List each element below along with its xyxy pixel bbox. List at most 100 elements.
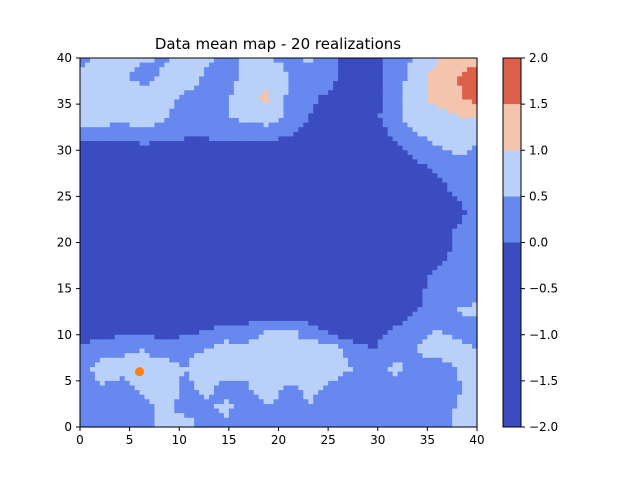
heatmap-cell bbox=[402, 279, 409, 285]
heatmap-cell bbox=[209, 237, 215, 244]
heatmap-cell bbox=[347, 297, 354, 304]
heatmap-cell bbox=[129, 62, 136, 68]
heatmap-cell bbox=[407, 256, 414, 262]
heatmap-cell bbox=[397, 265, 404, 271]
heatmap-cell bbox=[417, 339, 424, 345]
heatmap-cell bbox=[303, 76, 309, 82]
heatmap-cell bbox=[159, 316, 165, 322]
heatmap-cell bbox=[174, 343, 180, 350]
heatmap-cell bbox=[278, 58, 285, 64]
heatmap-cell bbox=[94, 293, 101, 299]
heatmap-cell bbox=[323, 242, 329, 248]
heatmap-cell bbox=[169, 104, 175, 110]
heatmap-cell bbox=[357, 99, 364, 105]
heatmap-cell bbox=[412, 205, 419, 211]
heatmap-cell bbox=[248, 196, 255, 202]
heatmap-cell bbox=[273, 196, 280, 202]
heatmap-cell bbox=[218, 270, 225, 276]
heatmap-cell bbox=[338, 159, 344, 165]
heatmap-cell bbox=[338, 293, 344, 299]
heatmap-cell bbox=[84, 76, 91, 82]
heatmap-cell bbox=[238, 99, 245, 105]
heatmap-cell bbox=[174, 200, 180, 207]
heatmap-cell bbox=[387, 159, 394, 165]
heatmap-cell bbox=[417, 62, 424, 68]
heatmap-cell bbox=[313, 274, 319, 280]
heatmap-cell bbox=[218, 279, 225, 285]
heatmap-cell bbox=[213, 99, 220, 105]
heatmap-cell bbox=[124, 210, 131, 216]
heatmap-cell bbox=[343, 233, 349, 239]
heatmap-cell bbox=[367, 219, 374, 225]
heatmap-cell bbox=[154, 260, 160, 267]
heatmap-cell bbox=[333, 302, 339, 308]
heatmap-cell bbox=[194, 67, 200, 73]
heatmap-cell bbox=[333, 196, 339, 202]
heatmap-cell bbox=[447, 307, 453, 313]
heatmap-cell bbox=[139, 131, 146, 138]
heatmap-cell bbox=[352, 219, 359, 225]
heatmap-cell bbox=[412, 90, 419, 96]
heatmap-cell bbox=[308, 164, 314, 170]
heatmap-cell bbox=[184, 122, 190, 128]
heatmap-cell bbox=[452, 67, 458, 73]
heatmap-cell bbox=[293, 256, 299, 262]
heatmap-cell bbox=[164, 177, 170, 184]
heatmap-cell bbox=[204, 136, 210, 142]
heatmap-cell bbox=[298, 150, 304, 156]
heatmap-cell bbox=[189, 274, 195, 280]
heatmap-cell bbox=[213, 316, 220, 322]
heatmap-cell bbox=[194, 177, 200, 184]
heatmap-cell bbox=[407, 182, 414, 188]
heatmap-cell bbox=[243, 307, 250, 313]
heatmap-cell bbox=[472, 127, 478, 133]
heatmap-cell bbox=[427, 274, 433, 280]
heatmap-cell bbox=[144, 343, 151, 350]
heatmap-cell bbox=[417, 145, 424, 151]
heatmap-cell bbox=[129, 117, 136, 124]
heatmap-cell bbox=[407, 247, 414, 253]
heatmap-cell bbox=[447, 182, 453, 188]
heatmap-cell bbox=[362, 302, 369, 308]
heatmap-cell bbox=[233, 343, 240, 350]
heatmap-cell bbox=[248, 219, 255, 225]
heatmap-cell bbox=[457, 330, 463, 336]
heatmap-cell bbox=[99, 205, 106, 211]
heatmap-cell bbox=[273, 177, 280, 184]
heatmap-cell bbox=[447, 316, 453, 322]
heatmap-cell bbox=[328, 311, 334, 317]
heatmap-cell bbox=[328, 122, 334, 128]
heatmap-cell bbox=[189, 316, 195, 322]
heatmap-cell bbox=[218, 168, 225, 174]
heatmap-cell bbox=[228, 81, 235, 87]
heatmap-cell bbox=[357, 334, 364, 340]
heatmap-cell bbox=[427, 219, 433, 225]
heatmap-cell bbox=[323, 187, 329, 193]
heatmap-cell bbox=[94, 76, 101, 82]
heatmap-cell bbox=[194, 99, 200, 105]
heatmap-cell bbox=[357, 265, 364, 271]
heatmap-cell bbox=[333, 67, 339, 73]
heatmap-cell bbox=[313, 293, 319, 299]
heatmap-cell bbox=[362, 242, 369, 248]
heatmap-cell bbox=[139, 228, 146, 234]
heatmap-cell bbox=[248, 260, 255, 267]
heatmap-cell bbox=[437, 182, 443, 188]
heatmap-cell bbox=[432, 274, 438, 280]
heatmap-cell bbox=[447, 159, 453, 165]
heatmap-cell bbox=[447, 210, 453, 216]
heatmap-cell bbox=[109, 260, 116, 267]
heatmap-cell bbox=[204, 214, 210, 221]
heatmap-cell bbox=[253, 339, 260, 345]
heatmap-cell bbox=[154, 58, 160, 64]
heatmap-cell bbox=[283, 293, 290, 299]
heatmap-cell bbox=[328, 76, 334, 82]
heatmap-cell bbox=[109, 279, 116, 285]
heatmap-cell bbox=[174, 108, 180, 114]
heatmap-cell bbox=[144, 71, 151, 78]
heatmap-cell bbox=[248, 122, 255, 128]
heatmap-cell bbox=[109, 256, 116, 262]
heatmap-cell bbox=[318, 150, 324, 156]
heatmap-cell bbox=[243, 173, 250, 179]
heatmap-cell bbox=[159, 210, 165, 216]
